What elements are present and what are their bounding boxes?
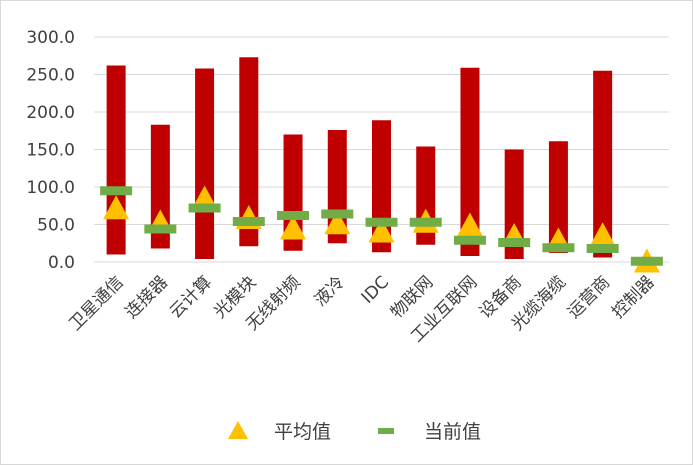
y-tick-label: 100.0 bbox=[26, 178, 75, 198]
average-marker bbox=[368, 218, 395, 243]
category-label: 运营商 bbox=[564, 272, 614, 322]
current-marker bbox=[100, 186, 133, 196]
y-tick-label: 300.0 bbox=[26, 28, 75, 48]
current-marker bbox=[232, 217, 265, 226]
category-label: 卫星通信 bbox=[65, 272, 127, 334]
legend: 平均值 当前值 bbox=[228, 421, 481, 443]
current-marker bbox=[409, 217, 442, 227]
range-bar bbox=[239, 57, 259, 247]
average-marker bbox=[324, 210, 351, 235]
category-label: 液冷 bbox=[311, 272, 349, 310]
y-tick-label: 150.0 bbox=[26, 141, 75, 161]
average-marker bbox=[456, 212, 483, 237]
current-marker bbox=[144, 224, 177, 234]
y-tick-label: 200.0 bbox=[26, 103, 75, 123]
current-marker bbox=[453, 235, 486, 245]
range-bar bbox=[195, 68, 215, 259]
y-tick-label: 250.0 bbox=[26, 66, 75, 86]
current-markers bbox=[100, 186, 663, 266]
range-bar bbox=[548, 141, 568, 253]
category-label: 云计算 bbox=[166, 272, 216, 322]
legend-label: 当前值 bbox=[424, 421, 481, 443]
current-marker bbox=[498, 238, 531, 247]
range-bar bbox=[283, 134, 303, 251]
current-marker bbox=[542, 243, 575, 253]
average-marker bbox=[103, 195, 130, 220]
category-label: 连接器 bbox=[122, 272, 172, 322]
average-marker bbox=[589, 222, 616, 247]
range-bar bbox=[150, 124, 170, 249]
y-tick-label: 0.0 bbox=[48, 253, 75, 273]
legend-dash-icon bbox=[378, 428, 394, 434]
legend-label: 平均值 bbox=[274, 421, 331, 443]
average-marker bbox=[280, 215, 307, 240]
range-bar bbox=[504, 149, 524, 259]
current-marker bbox=[321, 209, 354, 219]
range-bar bbox=[106, 65, 126, 255]
current-marker bbox=[365, 217, 398, 227]
current-marker bbox=[188, 203, 221, 213]
range-bar bbox=[593, 70, 613, 258]
category-label: IDC bbox=[358, 272, 393, 307]
y-tick-label: 50.0 bbox=[37, 216, 75, 236]
current-marker bbox=[630, 256, 663, 266]
legend-triangle-icon bbox=[228, 421, 248, 439]
y-axis-ticks: 0.0 50.0 100.0 150.0 200.0 250.0 300.0 bbox=[26, 28, 75, 273]
current-marker bbox=[277, 211, 310, 220]
range-bars bbox=[106, 57, 613, 259]
current-marker bbox=[586, 244, 619, 253]
range-bar bbox=[460, 67, 480, 256]
category-label: 控制器 bbox=[608, 272, 658, 322]
